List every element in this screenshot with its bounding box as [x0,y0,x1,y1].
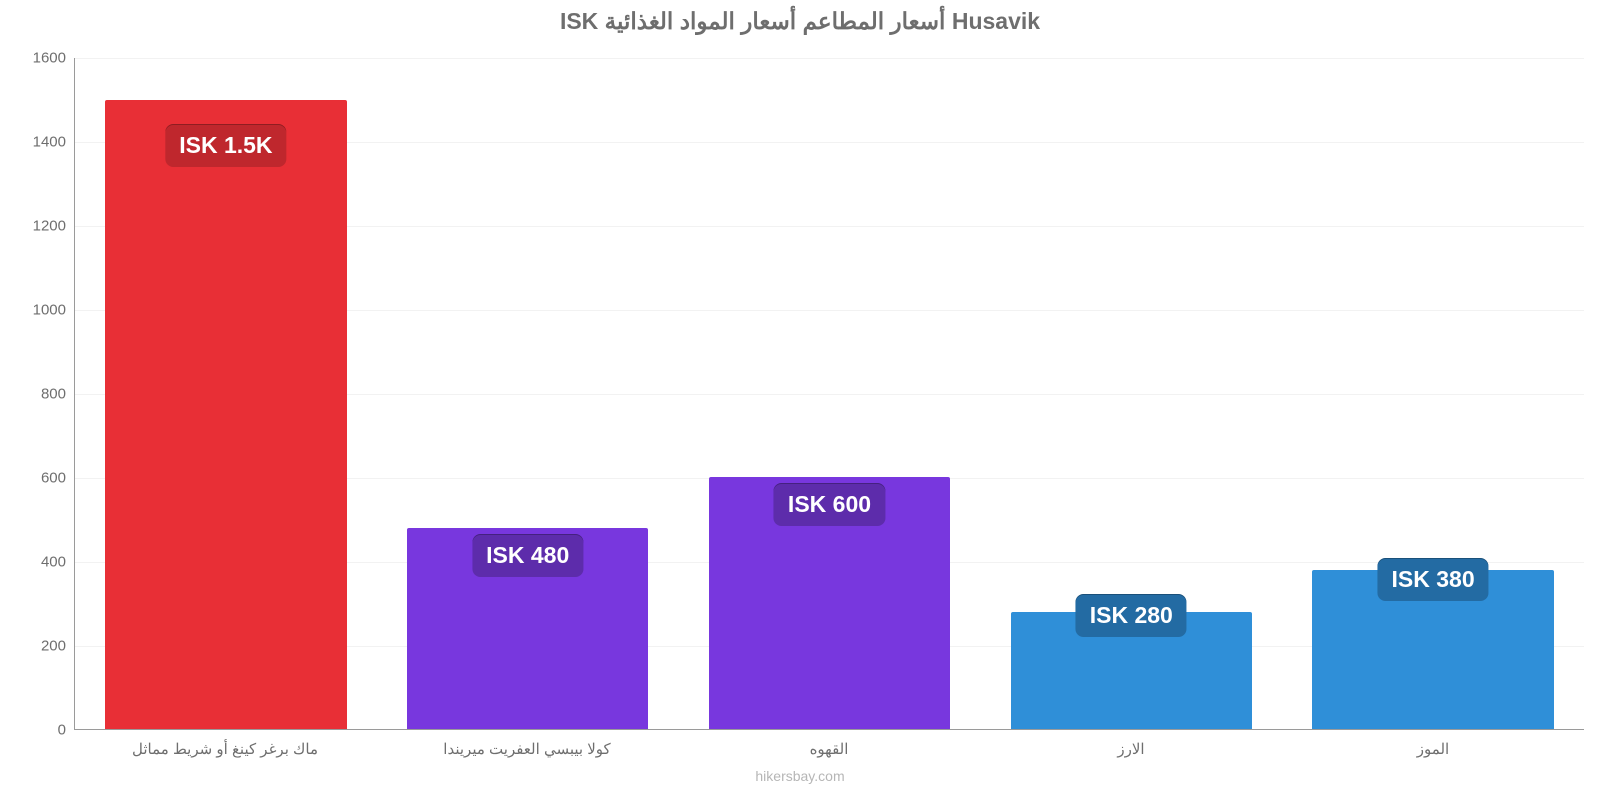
bar-slot: ISK 280 [980,58,1282,729]
bar-slot: ISK 600 [679,58,981,729]
x-tick-label: الموز [1282,740,1584,758]
x-tick-label: كولا بيبسي العفريت ميريندا [376,740,678,758]
value-badge: ISK 480 [472,534,583,577]
y-tick-label: 1000 [6,302,66,319]
value-badge: ISK 380 [1378,558,1489,601]
x-tick-label: الارز [980,740,1282,758]
value-badge: ISK 600 [774,483,885,526]
bar: ISK 480 [407,528,648,729]
value-badge: ISK 1.5K [165,124,286,167]
bar-slot: ISK 380 [1282,58,1584,729]
y-tick-label: 200 [6,638,66,655]
bar: ISK 1.5K [105,100,346,729]
y-tick-label: 800 [6,386,66,403]
bar: ISK 380 [1312,570,1553,729]
plot-area: ISK 1.5K ISK 480 ISK 600 ISK 280 ISK 380 [74,58,1584,730]
price-chart: Husavik أسعار المطاعم أسعار المواد الغذا… [0,0,1600,800]
value-badge: ISK 280 [1076,594,1187,637]
chart-title: Husavik أسعار المطاعم أسعار المواد الغذا… [0,8,1600,35]
bars-container: ISK 1.5K ISK 480 ISK 600 ISK 280 ISK 380 [75,58,1584,729]
y-tick-label: 0 [6,722,66,739]
bar-slot: ISK 480 [377,58,679,729]
source-label: hikersbay.com [0,768,1600,784]
bar: ISK 600 [709,477,950,729]
y-tick-label: 1600 [6,50,66,67]
x-tick-label: القهوه [678,740,980,758]
bar-slot: ISK 1.5K [75,58,377,729]
y-tick-label: 1200 [6,218,66,235]
bar: ISK 280 [1011,612,1252,729]
x-axis-labels: ماك برغر كينغ أو شريط مماثلكولا بيبسي ال… [74,740,1584,758]
y-tick-label: 400 [6,554,66,571]
y-tick-label: 1400 [6,134,66,151]
y-tick-label: 600 [6,470,66,487]
x-tick-label: ماك برغر كينغ أو شريط مماثل [74,740,376,758]
